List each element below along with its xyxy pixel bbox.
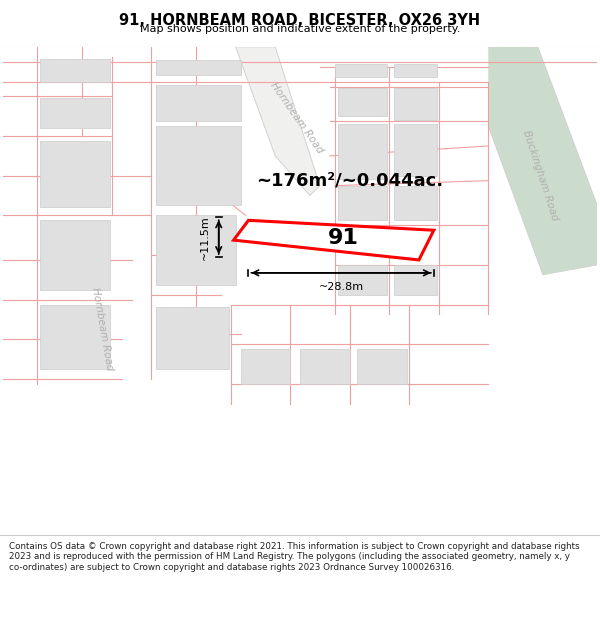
Polygon shape xyxy=(241,349,290,384)
Polygon shape xyxy=(156,126,241,206)
Polygon shape xyxy=(40,98,110,128)
Polygon shape xyxy=(338,265,387,294)
Polygon shape xyxy=(40,304,110,369)
Polygon shape xyxy=(394,265,437,294)
Polygon shape xyxy=(358,349,407,384)
Polygon shape xyxy=(156,60,241,74)
Polygon shape xyxy=(236,47,320,196)
Polygon shape xyxy=(300,349,350,384)
Polygon shape xyxy=(40,220,110,290)
Polygon shape xyxy=(338,186,387,220)
Polygon shape xyxy=(394,89,437,120)
Polygon shape xyxy=(233,220,434,260)
Polygon shape xyxy=(338,124,387,179)
Text: ~11.5m: ~11.5m xyxy=(200,215,210,259)
Polygon shape xyxy=(156,84,241,121)
Polygon shape xyxy=(40,141,110,208)
Polygon shape xyxy=(394,186,437,220)
Text: Contains OS data © Crown copyright and database right 2021. This information is : Contains OS data © Crown copyright and d… xyxy=(9,542,580,571)
Polygon shape xyxy=(394,64,437,77)
Text: Hornbeam Road: Hornbeam Road xyxy=(89,287,114,372)
Polygon shape xyxy=(156,306,229,369)
Text: 91: 91 xyxy=(328,228,359,248)
Text: Hornbeam Road: Hornbeam Road xyxy=(269,81,325,156)
Polygon shape xyxy=(156,216,236,285)
Polygon shape xyxy=(335,64,387,77)
Polygon shape xyxy=(338,89,387,116)
Text: 91, HORNBEAM ROAD, BICESTER, OX26 3YH: 91, HORNBEAM ROAD, BICESTER, OX26 3YH xyxy=(119,13,481,28)
Text: ~28.8m: ~28.8m xyxy=(319,282,364,292)
Text: Buckingham Road: Buckingham Road xyxy=(521,129,560,222)
Text: ~176m²/~0.044ac.: ~176m²/~0.044ac. xyxy=(256,172,443,189)
Polygon shape xyxy=(394,124,437,176)
Polygon shape xyxy=(488,47,598,275)
Text: Map shows position and indicative extent of the property.: Map shows position and indicative extent… xyxy=(140,24,460,34)
Polygon shape xyxy=(40,59,110,81)
